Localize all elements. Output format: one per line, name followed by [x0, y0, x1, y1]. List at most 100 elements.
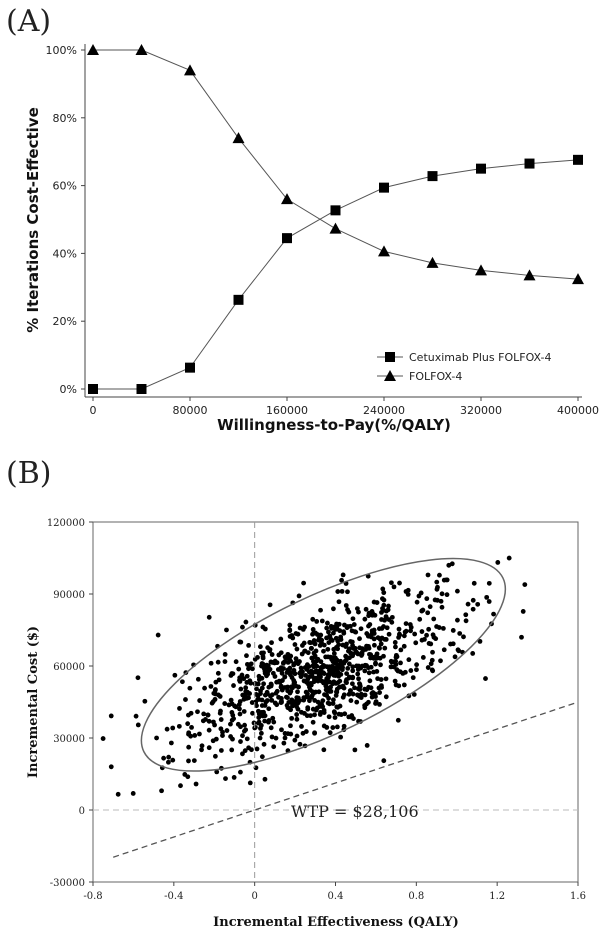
scatter-point	[256, 715, 262, 720]
scatter-point	[154, 735, 159, 741]
chart-b-y-tick-label: -30000	[50, 878, 85, 889]
scatter-point	[269, 652, 275, 657]
scatter-point	[332, 710, 338, 716]
panel-label-a: (A)	[6, 4, 52, 39]
scatter-point	[412, 631, 418, 637]
scatter-point	[414, 599, 420, 605]
scatter-point	[288, 684, 294, 690]
scatter-point	[284, 694, 289, 700]
scatter-point	[401, 682, 407, 688]
scatter-point	[183, 697, 188, 702]
scatter-point	[352, 685, 357, 691]
scatter-point	[159, 788, 164, 794]
scatter-point	[362, 686, 368, 692]
chart-b-y-tick-label: 120000	[47, 518, 85, 529]
scatter-point	[278, 636, 284, 642]
chart-b-x-tick-label: 0.4	[328, 891, 344, 902]
scatter-point	[381, 590, 387, 596]
scatter-point	[222, 701, 228, 706]
scatter-point	[362, 668, 368, 674]
scatter-point	[305, 705, 311, 711]
scatter-point	[381, 602, 387, 608]
triangle-marker	[184, 64, 196, 76]
scatter-point	[450, 641, 456, 647]
scatter-point	[240, 733, 245, 739]
scatter-point	[246, 666, 251, 672]
scatter-point	[397, 669, 403, 675]
scatter-point	[381, 597, 387, 603]
chart-a-x-tick-label: 0	[90, 404, 97, 417]
scatter-point	[333, 693, 339, 698]
scatter-point	[316, 637, 321, 643]
scatter-point	[434, 579, 440, 585]
scatter-point	[261, 741, 267, 747]
scatter-point	[108, 764, 114, 770]
scatter-point	[222, 659, 228, 664]
scatter-point	[441, 577, 447, 583]
scatter-point	[316, 678, 321, 684]
scatter-point	[213, 679, 219, 685]
scatter-point	[208, 660, 214, 666]
scatter-point	[345, 624, 351, 629]
scatter-point	[402, 669, 408, 675]
scatter-point	[273, 690, 279, 696]
scatter-point	[318, 607, 323, 613]
scatter-point	[179, 679, 185, 685]
scatter-point	[233, 704, 239, 710]
scatter-point	[346, 691, 352, 697]
scatter-point	[463, 618, 469, 624]
scatter-point	[446, 562, 452, 568]
scatter-point	[249, 747, 254, 753]
scatter-point	[259, 703, 265, 708]
scatter-point	[315, 699, 321, 705]
scatter-point	[429, 657, 435, 663]
scatter-point	[269, 734, 275, 740]
scatter-point	[320, 670, 326, 676]
scatter-point	[239, 672, 245, 678]
scatter-point	[350, 643, 355, 648]
scatter-point	[187, 685, 193, 691]
scatter-point	[289, 700, 294, 706]
scatter-point	[298, 673, 304, 679]
scatter-point	[215, 659, 221, 665]
scatter-point	[182, 772, 188, 777]
scatter-point	[336, 671, 342, 677]
scatter-point	[193, 781, 199, 787]
scatter-point	[450, 628, 456, 633]
scatter-point	[332, 660, 338, 666]
scatter-point	[246, 642, 252, 648]
scatter-point	[266, 706, 272, 712]
scatter-point	[206, 718, 212, 724]
scatter-point	[486, 599, 492, 604]
scatter-point	[312, 660, 318, 666]
scatter-point	[491, 611, 496, 617]
scatter-point	[353, 649, 359, 655]
scatter-point	[378, 641, 384, 647]
scatter-point	[377, 645, 382, 651]
scatter-point	[100, 736, 106, 741]
scatter-point	[455, 617, 460, 623]
scatter-point	[326, 674, 331, 680]
scatter-point	[407, 622, 413, 627]
scatter-point	[431, 616, 437, 622]
triangle-marker	[87, 44, 99, 55]
cost-effectiveness-acceptability-chart: 0% 20% 40% 60% 80% 100% 0 80000 160000 240000 3200…	[24, 44, 599, 434]
scatter-point	[312, 653, 318, 659]
scatter-point	[189, 725, 194, 730]
square-marker	[185, 362, 195, 373]
scatter-point	[394, 667, 400, 673]
scatter-point	[279, 678, 285, 683]
scatter-point	[224, 627, 229, 633]
scatter-point	[237, 706, 242, 712]
scatter-point	[199, 747, 204, 753]
scatter-point	[318, 709, 323, 715]
scatter-point	[370, 690, 376, 695]
scatter-point	[115, 791, 121, 797]
scatter-point	[319, 701, 325, 707]
scatter-point	[395, 717, 401, 723]
scatter-point	[242, 722, 247, 728]
scatter-point	[403, 589, 409, 594]
scatter-point	[155, 632, 161, 638]
scatter-point	[470, 651, 476, 656]
